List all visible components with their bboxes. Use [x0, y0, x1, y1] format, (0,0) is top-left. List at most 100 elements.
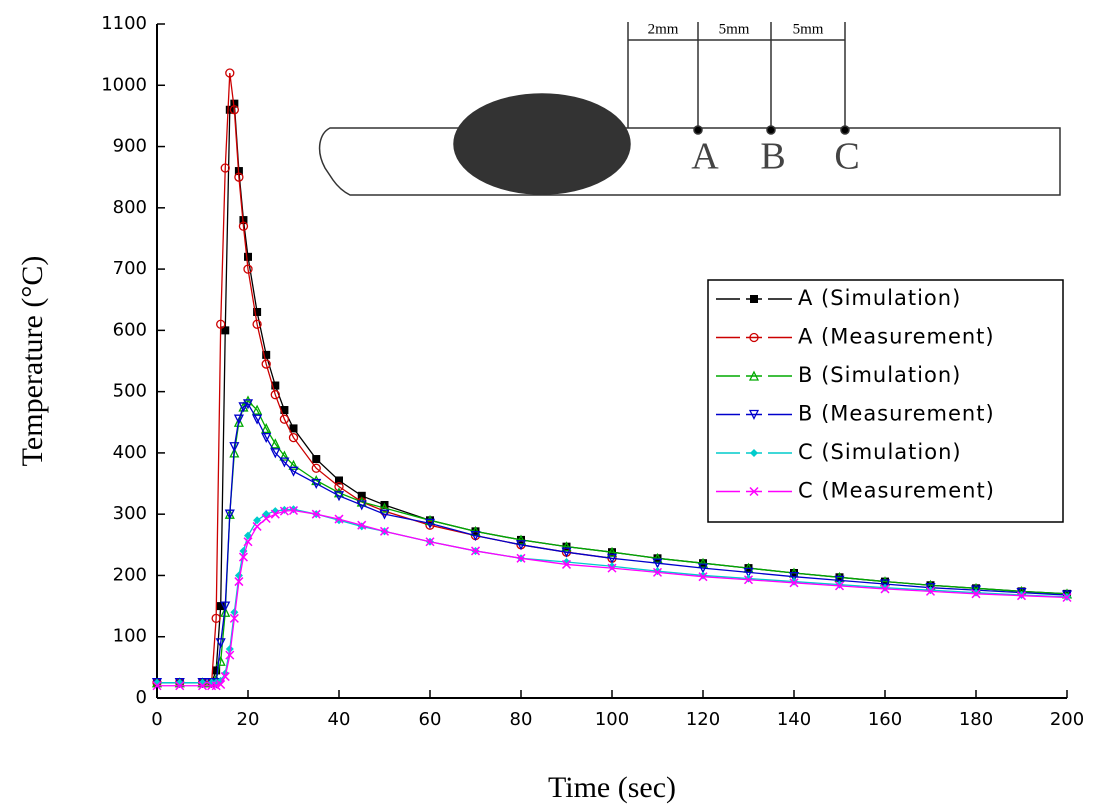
marker — [653, 567, 662, 576]
y-tick-label: 500 — [113, 381, 147, 402]
y-tick-label: 700 — [113, 258, 147, 279]
marker — [279, 450, 290, 461]
marker — [606, 546, 618, 557]
legend-label: C (Measurement) — [798, 479, 995, 503]
marker — [312, 455, 321, 464]
y-tick-label: 300 — [113, 503, 147, 524]
marker — [972, 588, 980, 597]
marker — [229, 447, 240, 458]
marker — [252, 404, 263, 415]
marker — [926, 586, 935, 595]
y-axis-title: Temperature (°C) — [16, 256, 49, 467]
marker — [743, 567, 754, 578]
marker — [652, 567, 663, 577]
marker — [788, 572, 800, 583]
marker — [790, 577, 798, 586]
marker — [424, 518, 436, 529]
marker — [280, 406, 289, 415]
legend-gap — [740, 450, 746, 456]
marker — [606, 553, 618, 564]
series-line — [157, 72, 613, 684]
marker — [197, 681, 208, 691]
marker — [561, 547, 572, 558]
marker — [279, 506, 289, 516]
marker — [233, 414, 244, 425]
marker — [698, 572, 708, 582]
series-line — [157, 508, 1068, 684]
legend-gap — [762, 373, 768, 379]
legend-gap — [762, 488, 768, 495]
point-label: C — [834, 136, 859, 178]
legend-box — [707, 279, 1064, 523]
marker — [244, 252, 252, 261]
marker — [220, 601, 231, 612]
marker — [243, 537, 253, 547]
marker — [424, 514, 436, 525]
inset-diagram — [318, 22, 1061, 196]
y-tick-label: 800 — [113, 197, 147, 218]
marker — [289, 505, 298, 514]
marker — [789, 578, 799, 588]
legend-gap — [740, 334, 746, 341]
dimension-label: 5mm — [793, 21, 824, 37]
marker — [220, 606, 231, 617]
marker — [425, 537, 435, 547]
point-marker — [693, 125, 703, 135]
marker — [289, 424, 298, 433]
y-tick-label: 600 — [113, 319, 147, 340]
marker — [357, 491, 366, 500]
series-line — [157, 509, 1068, 687]
marker — [230, 608, 239, 617]
x-tick-label: 60 — [419, 709, 442, 730]
marker — [234, 172, 244, 182]
marker — [288, 459, 299, 470]
point-marker — [840, 125, 850, 135]
marker — [652, 552, 663, 563]
marker — [221, 326, 230, 335]
marker — [697, 563, 709, 574]
legend-gap — [762, 450, 768, 456]
marker — [261, 359, 271, 369]
marker — [311, 475, 322, 486]
y-tick-label: 1100 — [101, 13, 147, 34]
y-tick-label: 900 — [113, 136, 147, 157]
marker — [261, 422, 272, 434]
marker — [229, 442, 240, 453]
marker — [220, 672, 230, 682]
legend-label: A (Simulation) — [798, 286, 961, 310]
marker — [243, 264, 253, 274]
marker — [211, 613, 221, 623]
weld-bead — [453, 93, 631, 195]
y-tick-label: 0 — [136, 687, 147, 708]
series-line — [157, 399, 1068, 684]
marker — [271, 381, 280, 390]
x-tick-label: 180 — [959, 709, 993, 730]
dimension-label: 2mm — [648, 21, 679, 37]
marker — [252, 319, 262, 329]
marker — [334, 481, 344, 492]
marker — [270, 509, 280, 519]
marker — [357, 520, 367, 530]
marker — [262, 350, 271, 359]
marker — [515, 540, 527, 551]
marker — [216, 602, 225, 611]
marker — [925, 583, 936, 594]
marker — [470, 530, 481, 542]
marker — [311, 478, 322, 489]
marker — [748, 409, 760, 420]
marker — [225, 644, 234, 653]
marker — [425, 520, 435, 530]
marker — [333, 487, 345, 498]
x-tick-label: 20 — [237, 709, 260, 730]
marker — [238, 402, 249, 413]
marker — [234, 577, 244, 587]
marker — [379, 526, 390, 536]
x-tick-label: 100 — [595, 709, 629, 730]
marker — [470, 546, 481, 556]
marker — [652, 558, 663, 569]
marker — [879, 579, 891, 590]
marker — [561, 541, 572, 552]
marker — [229, 105, 240, 115]
marker — [1062, 592, 1072, 603]
legend-label: C (Simulation) — [798, 440, 962, 464]
